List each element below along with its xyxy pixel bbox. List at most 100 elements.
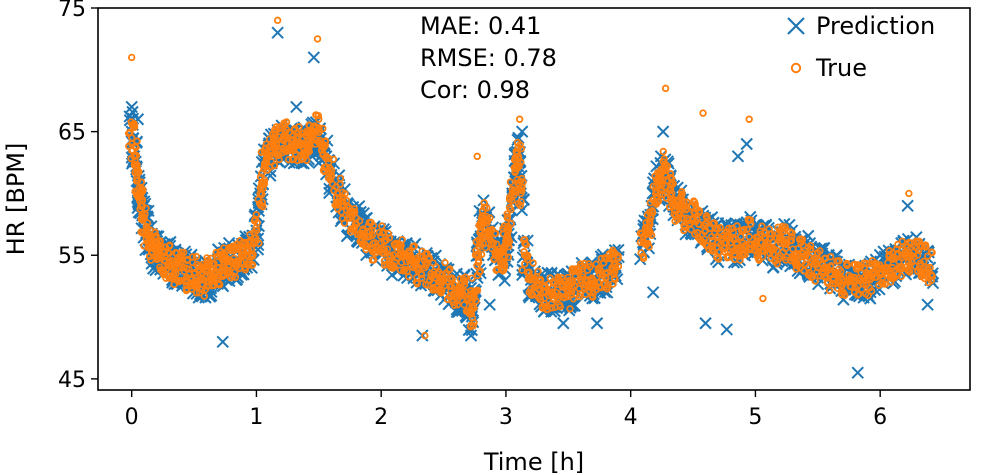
true-point: [133, 161, 141, 169]
true-point: [647, 212, 655, 220]
prediction-point: [863, 292, 877, 305]
true-point: [855, 274, 864, 283]
true-point: [838, 281, 847, 289]
true-point: [445, 266, 453, 275]
true-point: [241, 238, 250, 247]
true-point: [262, 155, 271, 163]
true-point: [225, 267, 234, 275]
true-point: [127, 154, 135, 163]
true-point: [245, 261, 253, 269]
true-point: [503, 214, 512, 222]
true-point: [841, 291, 849, 299]
true-point: [313, 35, 322, 43]
true-point: [177, 258, 185, 266]
true-point: [536, 295, 545, 304]
true-point: [498, 260, 507, 268]
true-point: [504, 253, 512, 261]
true-point: [380, 246, 389, 254]
true-point: [474, 256, 483, 265]
true-point: [916, 259, 924, 267]
true-point: [281, 128, 290, 136]
true-point: [548, 304, 556, 312]
true-point: [368, 256, 377, 264]
x-axis-ticks: 0 1 2 3 4 5 6: [125, 390, 887, 430]
x-axis-label: Time [h]: [483, 448, 584, 475]
true-point: [523, 255, 532, 264]
true-point: [452, 293, 461, 302]
true-point: [666, 186, 675, 194]
prediction-point: [731, 150, 745, 163]
true-point: [390, 240, 398, 248]
legend-label-true: True: [815, 54, 867, 82]
true-point: [559, 293, 567, 301]
true-point: [738, 251, 746, 259]
true-point: [867, 287, 876, 295]
prediction-point: [125, 100, 138, 114]
true-point: [315, 125, 323, 134]
true-point: [659, 147, 667, 156]
true-point: [337, 208, 346, 216]
true-point: [412, 257, 421, 265]
true-point: [340, 219, 349, 227]
true-point: [581, 290, 590, 299]
true-point: [716, 223, 724, 232]
true-point: [305, 128, 314, 137]
true-point: [422, 261, 430, 270]
true-point: [713, 253, 721, 262]
true-point: [733, 222, 741, 230]
true-point: [677, 191, 685, 200]
true-point: [752, 241, 760, 249]
true-point: [605, 254, 613, 263]
true-point: [368, 226, 376, 234]
true-point: [332, 183, 340, 191]
true-point: [637, 249, 645, 257]
true-point: [329, 155, 338, 163]
prediction-point: [590, 317, 604, 330]
true-point: [611, 267, 619, 276]
prediction-point: [307, 51, 321, 64]
true-point: [310, 122, 319, 130]
true-point: [775, 254, 783, 263]
true-point: [833, 257, 841, 265]
true-point: [231, 273, 240, 281]
true-point: [275, 155, 283, 164]
true-point: [897, 272, 905, 281]
true-point: [438, 276, 446, 285]
true-point: [185, 265, 193, 273]
true-point: [811, 277, 819, 285]
prediction-point: [464, 329, 478, 342]
true-point: [566, 305, 574, 313]
y-tick-label: 65: [58, 121, 86, 146]
true-point: [682, 206, 690, 214]
x-tick-label: 2: [374, 405, 388, 430]
true-point: [529, 259, 537, 267]
true-point: [666, 196, 675, 204]
true-point: [480, 199, 488, 207]
true-point: [645, 230, 653, 238]
true-point: [587, 277, 596, 285]
true-point: [701, 228, 709, 236]
true-point: [269, 137, 278, 145]
true-point: [781, 223, 789, 231]
y-tick-label: 45: [58, 368, 86, 393]
true-point: [511, 154, 520, 162]
true-point: [396, 246, 405, 255]
true-point: [603, 285, 611, 293]
true-point: [724, 224, 733, 233]
true-point: [426, 276, 434, 285]
true-point: [131, 142, 139, 150]
true-point: [610, 259, 618, 267]
true-point: [406, 249, 414, 257]
true-point: [438, 279, 446, 287]
true-point: [270, 140, 278, 148]
true-point: [468, 274, 476, 282]
x-tick-label: 6: [873, 405, 887, 430]
true-point: [472, 250, 481, 259]
true-point: [905, 189, 913, 198]
true-point: [258, 169, 266, 178]
true-point: [745, 115, 753, 123]
true-point: [515, 115, 524, 123]
true-point: [486, 214, 494, 222]
true-point: [405, 252, 414, 260]
